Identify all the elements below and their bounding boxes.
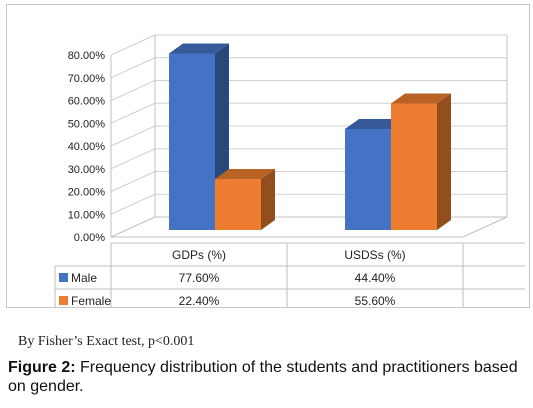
bar-side — [437, 93, 451, 230]
gridline-side — [110, 148, 156, 170]
bar-side — [261, 169, 275, 230]
bar-top — [345, 118, 405, 129]
y-tick-label: 30.00% — [68, 164, 106, 176]
y-tick-label: 50.00% — [68, 118, 106, 130]
gridline-side — [110, 34, 156, 56]
footnote: By Fisher’s Exact test, p<0.001 — [18, 334, 195, 349]
bar — [345, 128, 391, 230]
data-label: 44.40% — [355, 271, 396, 285]
bar-top — [169, 43, 229, 54]
data-label: 77.60% — [179, 271, 220, 285]
bar-chart: 0.00% 10.00% 20.00% 30.00% 40.00% 50.00% 60.00… — [54, 34, 525, 307]
y-tick-label: 40.00% — [68, 141, 106, 153]
y-tick-label: 60.00% — [68, 96, 106, 108]
y-tick-label: 0.00% — [74, 232, 105, 244]
y-tick-label: 70.00% — [68, 73, 106, 85]
bar — [391, 103, 437, 230]
legend-label: Male — [71, 271, 97, 285]
gridline-side — [110, 57, 156, 79]
bar — [169, 53, 215, 231]
bar-top — [391, 93, 451, 104]
y-tick-label: 80.00% — [68, 50, 106, 62]
y-tick-label: 10.00% — [68, 209, 106, 221]
gridline-side — [110, 125, 156, 147]
y-tick-label: 20.00% — [68, 187, 106, 199]
gridline-side — [110, 193, 156, 215]
data-label: 55.60% — [355, 294, 396, 307]
gridline-side — [110, 171, 156, 192]
legend-label: Female — [71, 294, 111, 307]
legend-key — [59, 296, 68, 305]
gridline-side — [110, 80, 156, 101]
caption-label: Figure 2: — [8, 359, 76, 376]
chart-frame: 0.00% 10.00% 20.00% 30.00% 40.00% 50.00% 60.00… — [6, 4, 530, 308]
gridline-side — [110, 102, 156, 124]
category-label: GDPs (%) — [172, 248, 226, 262]
bar — [215, 179, 261, 230]
bar-top — [215, 169, 275, 180]
data-label: 22.40% — [179, 294, 220, 307]
caption-text: Frequency distribution of the students a… — [8, 359, 518, 395]
figure-caption: Figure 2: Frequency distribution of the … — [8, 358, 526, 396]
legend-key — [59, 273, 68, 282]
category-label: USDSs (%) — [344, 248, 405, 262]
